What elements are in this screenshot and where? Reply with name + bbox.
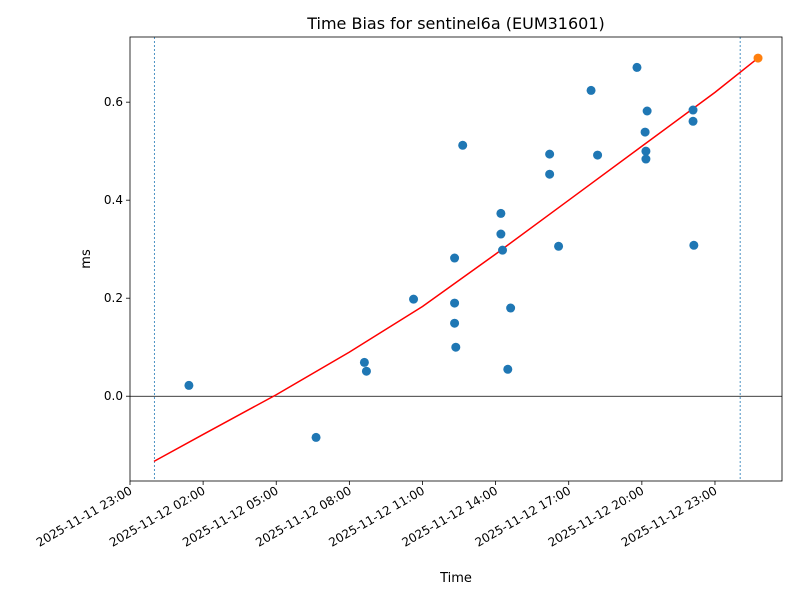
data-point [496, 229, 506, 239]
prediction-point [753, 53, 763, 63]
data-point [496, 208, 506, 218]
data-point [593, 150, 603, 160]
y-tick-label: 0.0 [104, 389, 123, 403]
data-point [688, 105, 698, 115]
data-point [641, 146, 651, 156]
data-point [689, 240, 699, 250]
data-point [409, 294, 419, 304]
data-point [498, 245, 508, 255]
data-point [642, 106, 652, 116]
data-point [688, 116, 698, 126]
data-point [545, 149, 555, 159]
data-point [450, 253, 460, 263]
data-point [451, 342, 461, 352]
data-point [640, 127, 650, 137]
x-axis-label: Time [439, 571, 472, 586]
data-point [586, 85, 596, 95]
chart-title: Time Bias for sentinel6a (EUM31601) [306, 14, 605, 33]
data-point [641, 154, 651, 164]
axes-frame [129, 36, 783, 482]
data-point [632, 62, 642, 72]
fit-curve [153, 57, 759, 463]
data-point [311, 432, 321, 442]
data-point [554, 241, 564, 251]
data-point [359, 357, 369, 367]
y-tick-label: 0.6 [104, 95, 123, 109]
data-point [545, 169, 555, 179]
y-tick-label: 0.4 [104, 193, 123, 207]
data-point [450, 298, 460, 308]
data-point [361, 366, 371, 376]
data-point [506, 303, 516, 313]
data-point [503, 364, 513, 374]
data-point [458, 140, 468, 150]
data-point [184, 380, 194, 390]
data-point [450, 318, 460, 328]
y-tick-label: 0.2 [104, 291, 123, 305]
y-axis-label: ms [79, 249, 94, 269]
